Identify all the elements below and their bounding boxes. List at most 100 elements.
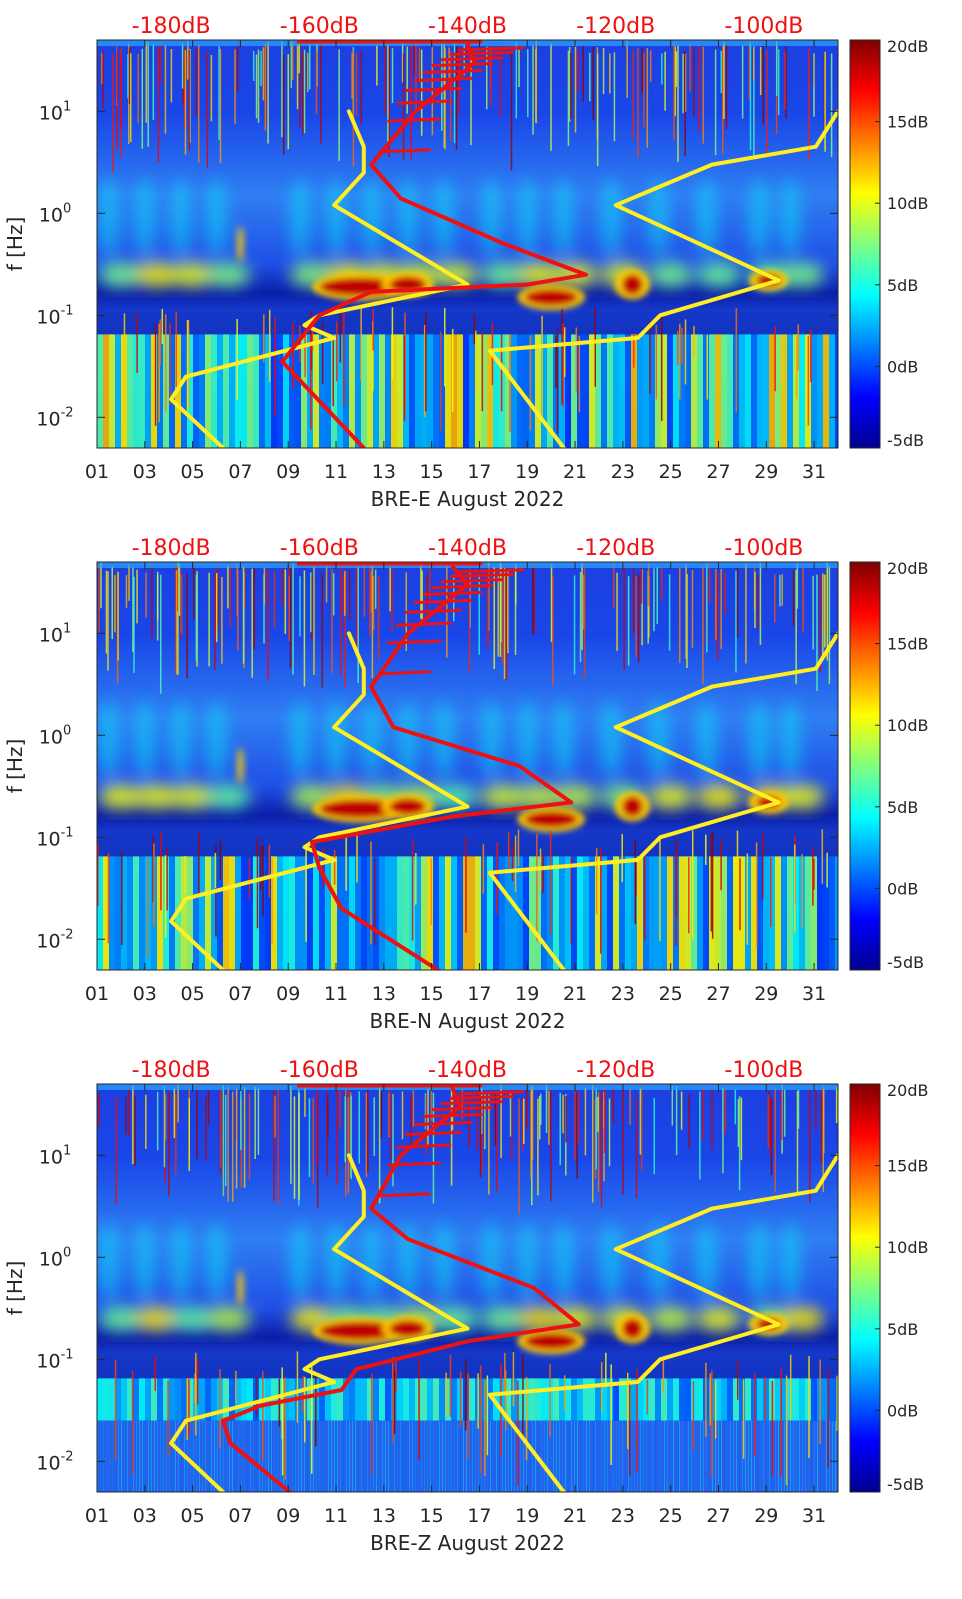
x-tick-label: 07: [228, 1505, 252, 1527]
x-tick-label: 13: [372, 461, 396, 483]
plot-frame: [96, 1083, 839, 1493]
x-tick-label: 11: [324, 983, 348, 1005]
high-noise-model-curve: [487, 109, 838, 448]
colorbar-gradient: [849, 39, 881, 449]
low-noise-model-curve: [169, 631, 470, 970]
x-tick-label: 17: [467, 461, 491, 483]
x-tick-label: 13: [372, 1505, 396, 1527]
x-tick-label: 23: [611, 1505, 635, 1527]
psd-fringe: [414, 1120, 473, 1127]
microseism-blobs: [98, 1221, 825, 1331]
psd-scale-label: -180dB: [132, 536, 211, 561]
y-tick-exponent: 0: [63, 201, 71, 216]
psd-fringe: [422, 68, 483, 75]
x-tick-label: 23: [611, 461, 635, 483]
x-tick-label: 03: [133, 461, 157, 483]
x-tick-label: 27: [706, 983, 730, 1005]
x-tick-label: 01: [85, 983, 109, 1005]
psd-scale-label: -100dB: [724, 14, 803, 39]
psd-fringe: [440, 578, 504, 584]
low-frequency-stripes: [97, 1378, 838, 1492]
y-tick-label: 10-2: [36, 405, 73, 430]
colorbar-tick-label: 10dB: [887, 194, 929, 213]
psd-scale-label: -120dB: [576, 536, 655, 561]
y-tick-exponent: 1: [63, 99, 71, 114]
high-noise-model-curve: [487, 1153, 838, 1492]
y-axis-title: f [Hz]: [3, 1261, 27, 1316]
x-tick-label: 27: [706, 1505, 730, 1527]
psd-fringe: [387, 639, 441, 645]
panel-bre-e: 01 03 05 07 09 11 13 15 17 19 21 23 25 27 29 3110110010…: [3, 14, 929, 511]
y-tick-base: 10: [39, 726, 63, 748]
panel-bre-n: 01 03 05 07 09 11 13 15 17 19 21 23 25 27 29 3110110010…: [3, 536, 929, 1033]
low-frequency-stripes: [97, 856, 838, 970]
x-tick-label: 09: [276, 983, 300, 1005]
psd-scale-label: -160dB: [280, 536, 359, 561]
x-tick-label: 01: [85, 461, 109, 483]
x-tick-label: 25: [659, 983, 683, 1005]
psd-scale-label: -140dB: [428, 14, 507, 39]
y-tick-exponent: 1: [63, 621, 71, 636]
x-tick-label: 25: [659, 1505, 683, 1527]
y-tick-label: 100: [39, 1245, 71, 1270]
y-tick-base: 10: [36, 408, 60, 430]
x-tick-label: 15: [420, 1505, 444, 1527]
psd-scale-label: -140dB: [428, 536, 507, 561]
psd-scale-label: -160dB: [280, 14, 359, 39]
x-tick-label: 21: [563, 1505, 587, 1527]
spectrogram-image: [97, 1084, 838, 1492]
psd-fringe: [458, 568, 524, 574]
x-tick-label: 07: [228, 461, 252, 483]
high-frequency-streaks: [97, 562, 838, 958]
x-tick-label: 31: [802, 1505, 826, 1527]
colorbar-tick-label: 0dB: [887, 879, 918, 898]
psd-fringe: [458, 46, 524, 52]
x-tick-label: 05: [181, 1505, 205, 1527]
x-axis-title: BRE-N August 2022: [369, 1009, 565, 1033]
psd-fringe: [378, 1192, 431, 1198]
x-tick-label: 29: [754, 983, 778, 1005]
x-tick-label: 09: [276, 461, 300, 483]
y-tick-label: 10-1: [36, 1347, 73, 1372]
storm-hotspots: [236, 1270, 789, 1355]
spectrogram-image: [97, 562, 838, 970]
y-tick-base: 10: [39, 1248, 63, 1270]
y-tick-exponent: 1: [63, 1143, 71, 1158]
x-axis-title: BRE-Z August 2022: [370, 1531, 565, 1555]
x-tick-label: 07: [228, 983, 252, 1005]
colorbar-tick-label: -5dB: [887, 1475, 924, 1494]
low-frequency-stripes: [97, 334, 838, 448]
x-tick-label: 19: [515, 983, 539, 1005]
psd-fringe: [396, 1143, 452, 1149]
y-tick-base: 10: [39, 624, 63, 646]
psd-scale-label: -180dB: [132, 1058, 211, 1083]
high-noise-model-curve: [487, 631, 838, 970]
y-tick-exponent: 0: [63, 723, 71, 738]
psd-fringe: [449, 572, 514, 579]
y-tick-base: 10: [36, 930, 60, 952]
y-tick-exponent: -1: [61, 825, 74, 840]
x-tick-label: 29: [754, 461, 778, 483]
y-tick-exponent: -1: [61, 1347, 74, 1362]
y-tick-base: 10: [36, 828, 60, 850]
x-tick-label: 17: [467, 983, 491, 1005]
psd-fringe: [449, 50, 514, 57]
psd-fringe: [378, 670, 431, 676]
psd-fringe: [405, 86, 462, 92]
psd-fringe: [422, 1112, 483, 1119]
psd-scale-label: -100dB: [724, 1058, 803, 1083]
x-tick-label: 21: [563, 461, 587, 483]
y-tick-exponent: 0: [63, 1245, 71, 1260]
psd-fringe: [378, 148, 431, 154]
psd-scale-label: -100dB: [724, 536, 803, 561]
low-noise-model-curve: [169, 1153, 470, 1492]
psd-fringe: [458, 1090, 524, 1096]
psd-scale-label: -120dB: [576, 14, 655, 39]
psd-fringe: [414, 76, 473, 83]
psd-scale-label: -120dB: [576, 1058, 655, 1083]
y-tick-label: 101: [39, 1143, 71, 1168]
x-tick-label: 31: [802, 983, 826, 1005]
x-tick-label: 27: [706, 461, 730, 483]
psd-scale-label: -140dB: [428, 1058, 507, 1083]
